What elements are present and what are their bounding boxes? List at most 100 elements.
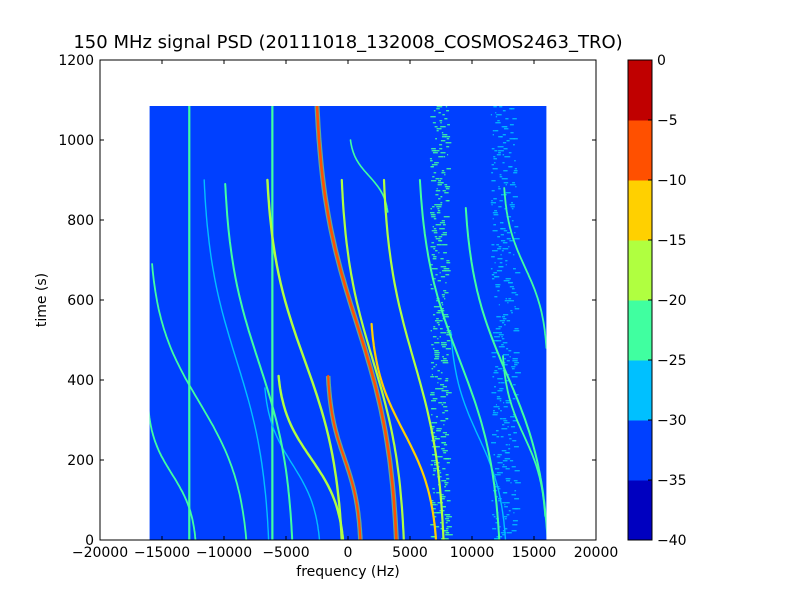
noise-speck	[508, 444, 510, 446]
noise-speck	[510, 482, 512, 484]
noise-speck	[431, 242, 435, 244]
noise-speck	[442, 224, 446, 226]
noise-speck	[440, 140, 446, 142]
noise-speck	[433, 306, 440, 308]
noise-speck	[437, 512, 443, 514]
colorbar-tick-label: −30	[657, 413, 687, 429]
noise-speck	[436, 108, 440, 110]
noise-speck	[429, 394, 435, 396]
noise-speck	[441, 234, 447, 236]
noise-speck	[503, 402, 505, 404]
noise-speck	[515, 186, 517, 188]
noise-speck	[436, 206, 442, 208]
noise-speck	[442, 244, 448, 246]
noise-speck	[446, 462, 450, 464]
noise-speck	[446, 154, 449, 156]
noise-speck	[431, 148, 436, 150]
noise-speck	[491, 164, 494, 166]
noise-speck	[435, 194, 439, 196]
noise-speck	[498, 346, 505, 348]
noise-speck	[505, 278, 511, 280]
noise-speck	[512, 520, 518, 522]
noise-speck	[499, 526, 501, 528]
noise-speck	[445, 518, 450, 520]
noise-speck	[501, 428, 506, 430]
noise-speck	[430, 376, 435, 378]
x-tick-label: −10000	[196, 545, 252, 561]
colorbar-segment	[628, 60, 652, 121]
noise-speck	[443, 290, 447, 292]
noise-speck	[493, 276, 497, 278]
x-axis-label: frequency (Hz)	[296, 564, 399, 580]
noise-speck	[511, 366, 516, 368]
noise-speck	[439, 204, 443, 206]
noise-speck	[441, 448, 445, 450]
noise-speck	[434, 278, 436, 280]
noise-speck	[443, 424, 445, 426]
noise-speck	[443, 268, 450, 270]
noise-speck	[437, 456, 443, 458]
noise-speck	[502, 342, 508, 344]
noise-speck	[491, 256, 495, 258]
noise-speck	[512, 358, 518, 360]
noise-speck	[445, 532, 450, 534]
noise-speck	[509, 240, 514, 242]
noise-speck	[497, 368, 503, 370]
noise-speck	[492, 168, 498, 170]
noise-speck	[514, 232, 516, 234]
x-tick-label: 5000	[392, 545, 428, 561]
noise-speck	[442, 362, 449, 364]
noise-speck	[509, 300, 514, 302]
noise-speck	[513, 170, 518, 172]
noise-speck	[506, 140, 510, 142]
noise-speck	[496, 398, 502, 400]
noise-speck	[432, 488, 435, 490]
noise-speck	[440, 126, 446, 128]
noise-speck	[505, 264, 507, 266]
noise-speck	[496, 244, 500, 246]
noise-speck	[445, 434, 450, 436]
noise-speck	[440, 182, 444, 184]
noise-speck	[491, 244, 495, 246]
noise-speck	[512, 182, 515, 184]
noise-speck	[501, 338, 505, 340]
noise-speck	[513, 172, 518, 174]
noise-speck	[509, 438, 512, 440]
noise-speck	[433, 366, 436, 368]
noise-speck	[504, 324, 506, 326]
noise-speck	[496, 472, 503, 474]
noise-speck	[497, 378, 503, 380]
noise-speck	[437, 324, 440, 326]
noise-speck	[514, 308, 520, 310]
noise-speck	[499, 320, 506, 322]
noise-speck	[445, 392, 452, 394]
noise-speck	[440, 494, 444, 496]
noise-speck	[444, 174, 446, 176]
noise-speck	[512, 524, 518, 526]
noise-speck	[508, 252, 512, 254]
noise-speck	[430, 504, 437, 506]
noise-speck	[436, 322, 440, 324]
noise-speck	[435, 178, 439, 180]
noise-speck	[507, 302, 509, 304]
noise-speck	[440, 528, 443, 530]
noise-speck	[432, 214, 436, 216]
noise-speck	[502, 460, 508, 462]
noise-speck	[440, 122, 442, 124]
noise-speck	[442, 134, 448, 136]
noise-speck	[442, 506, 446, 508]
noise-speck	[505, 402, 511, 404]
x-tick-label: −5000	[262, 545, 309, 561]
noise-speck	[443, 216, 450, 218]
noise-speck	[429, 158, 433, 160]
doppler-track	[327, 374, 362, 540]
noise-speck	[441, 172, 446, 174]
noise-speck	[446, 520, 451, 522]
noise-speck	[434, 376, 438, 378]
noise-speck	[445, 534, 448, 536]
noise-speck	[444, 316, 449, 318]
noise-speck	[505, 400, 512, 402]
noise-speck	[436, 312, 441, 314]
noise-speck	[506, 238, 511, 240]
noise-speck	[503, 314, 509, 316]
